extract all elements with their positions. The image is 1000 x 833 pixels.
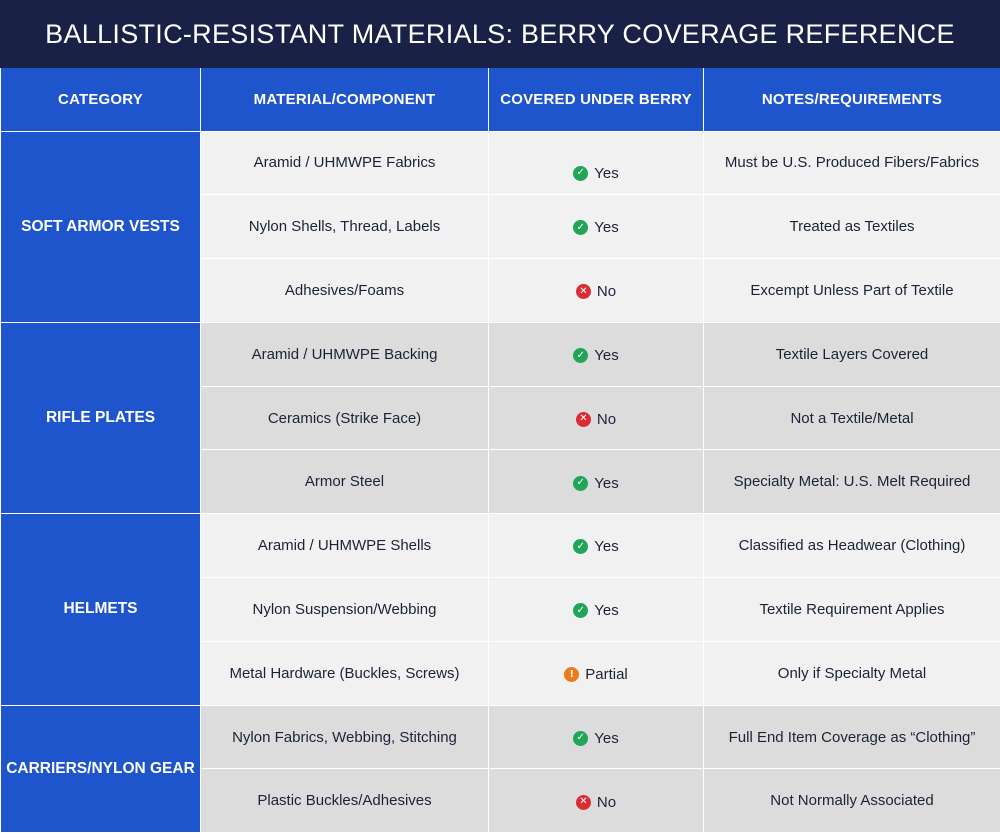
table-header-row: CATEGORY MATERIAL/COMPONENT COVERED UNDE… bbox=[0, 68, 1000, 132]
notes-cell: Only if Specialty Metal bbox=[703, 640, 1000, 706]
header-notes: NOTES/REQUIREMENTS bbox=[703, 68, 1000, 132]
material-cell: Aramid / UHMWPE Fabrics bbox=[200, 130, 489, 196]
notes-cell: Classified as Headwear (Clothing) bbox=[703, 513, 1000, 579]
check-circle-icon: ✓ bbox=[573, 220, 589, 236]
header-covered: COVERED UNDER BERRY bbox=[488, 68, 704, 132]
covered-cell: ✕ No bbox=[488, 385, 704, 451]
table-row: SOFT ARMOR VESTS Aramid / UHMWPE Fabrics… bbox=[0, 130, 1000, 323]
material-cell: Armor Steel bbox=[200, 449, 489, 515]
covered-cell: ✓ Yes bbox=[488, 194, 704, 260]
notes-cell: Specialty Metal: U.S. Melt Required bbox=[703, 449, 1000, 515]
covered-label: No bbox=[596, 410, 617, 428]
check-circle-icon: ✓ bbox=[573, 348, 589, 364]
table-row: Armor Steel ✓ Yes Specialty Metal: U.S. M… bbox=[1, 449, 1000, 515]
berry-coverage-table: CATEGORY MATERIAL/COMPONENT COVERED UNDE… bbox=[0, 68, 1000, 833]
check-circle-icon: ✓ bbox=[573, 603, 589, 619]
page-title: BALLISTIC-RESISTANT MATERIALS: BERRY COV… bbox=[0, 0, 1000, 68]
notes-cell: Textile Layers Covered bbox=[703, 321, 1000, 387]
table-row: Ceramics (Strike Face) ✕ No Not a Textile… bbox=[1, 385, 1000, 451]
table-row: RIFLE PLATES Aramid / UHMWPE Backing ✓ Ye… bbox=[0, 321, 1000, 515]
covered-label: Yes bbox=[594, 602, 619, 620]
covered-cell: ✕ No bbox=[488, 768, 704, 833]
covered-cell: ✕ No bbox=[488, 258, 704, 323]
material-cell: Aramid / UHMWPE Backing bbox=[200, 321, 489, 387]
notes-cell: Not a Textile/Metal bbox=[703, 385, 1000, 451]
covered-cell: ✓ Yes bbox=[488, 704, 704, 770]
x-circle-icon: ✕ bbox=[575, 284, 591, 300]
table-row: Metal Hardware (Buckles, Screws) ! Partia… bbox=[1, 640, 1000, 706]
check-circle-icon: ✓ bbox=[573, 539, 589, 555]
covered-label: Yes bbox=[594, 474, 619, 492]
notes-cell: Textile Requirement Applies bbox=[703, 577, 1000, 642]
notes-cell: Treated as Textiles bbox=[703, 194, 1000, 260]
covered-cell: ✓ Yes bbox=[488, 577, 704, 642]
covered-cell: ✓ Yes bbox=[488, 321, 704, 387]
table-row: Nylon Shells, Thread, Labels ✓ Yes Treate… bbox=[1, 194, 1000, 260]
material-cell: Plastic Buckles/Adhesives bbox=[200, 768, 489, 833]
material-cell: Ceramics (Strike Face) bbox=[200, 385, 489, 451]
table-row: Adhesives/Foams ✕ No Excempt Unless Part … bbox=[1, 258, 1000, 323]
check-circle-icon: ✓ bbox=[573, 165, 589, 181]
notes-cell: Excempt Unless Part of Textile bbox=[703, 258, 1000, 323]
material-cell: Aramid / UHMWPE Shells bbox=[200, 513, 489, 579]
category-cell: CARRIERS/NYLON GEAR bbox=[0, 704, 201, 833]
material-cell: Metal Hardware (Buckles, Screws) bbox=[200, 640, 489, 706]
covered-cell: ✓ Yes bbox=[488, 449, 704, 515]
material-cell: Nylon Fabrics, Webbing, Stitching bbox=[200, 704, 489, 770]
material-cell: Nylon Shells, Thread, Labels bbox=[200, 194, 489, 260]
covered-label: Yes bbox=[594, 219, 619, 237]
material-cell: Nylon Suspension/Webbing bbox=[200, 577, 489, 642]
check-circle-icon: ✓ bbox=[573, 730, 589, 746]
covered-label: Yes bbox=[594, 347, 619, 365]
material-cell: Adhesives/Foams bbox=[200, 258, 489, 323]
covered-cell: ✓ Yes bbox=[488, 130, 704, 196]
covered-label: Yes bbox=[594, 164, 619, 182]
x-circle-icon: ✕ bbox=[575, 794, 591, 810]
covered-label: Partial bbox=[585, 666, 628, 684]
table-row: HELMETS Aramid / UHMWPE Shells ✓ Yes Clas… bbox=[0, 513, 1000, 706]
header-material: MATERIAL/COMPONENT bbox=[200, 68, 489, 132]
table-row: Plastic Buckles/Adhesives ✕ No Not Normal… bbox=[1, 768, 1000, 833]
x-circle-icon: ✕ bbox=[575, 411, 591, 427]
notes-cell: Not Normally Associated bbox=[703, 768, 1000, 833]
category-cell: HELMETS bbox=[0, 513, 201, 706]
covered-label: No bbox=[596, 283, 617, 301]
covered-cell: ✓ Yes bbox=[488, 513, 704, 579]
covered-label: Yes bbox=[594, 729, 619, 747]
check-circle-icon: ✓ bbox=[573, 475, 589, 491]
covered-label: No bbox=[596, 793, 617, 811]
notes-cell: Must be U.S. Produced Fibers/Fabrics bbox=[703, 130, 1000, 196]
table-row: Nylon Suspension/Webbing ✓ Yes Textile Re… bbox=[1, 577, 1000, 642]
category-cell: RIFLE PLATES bbox=[0, 321, 201, 515]
alert-circle-icon: ! bbox=[564, 667, 580, 683]
category-cell: SOFT ARMOR VESTS bbox=[0, 130, 201, 323]
covered-label: Yes bbox=[594, 538, 619, 556]
table-row: CARRIERS/NYLON GEAR Nylon Fabrics, Webbi… bbox=[0, 704, 1000, 833]
covered-cell: ! Partial bbox=[488, 640, 704, 706]
header-category: CATEGORY bbox=[0, 68, 201, 132]
notes-cell: Full End Item Coverage as “Clothing” bbox=[703, 704, 1000, 770]
